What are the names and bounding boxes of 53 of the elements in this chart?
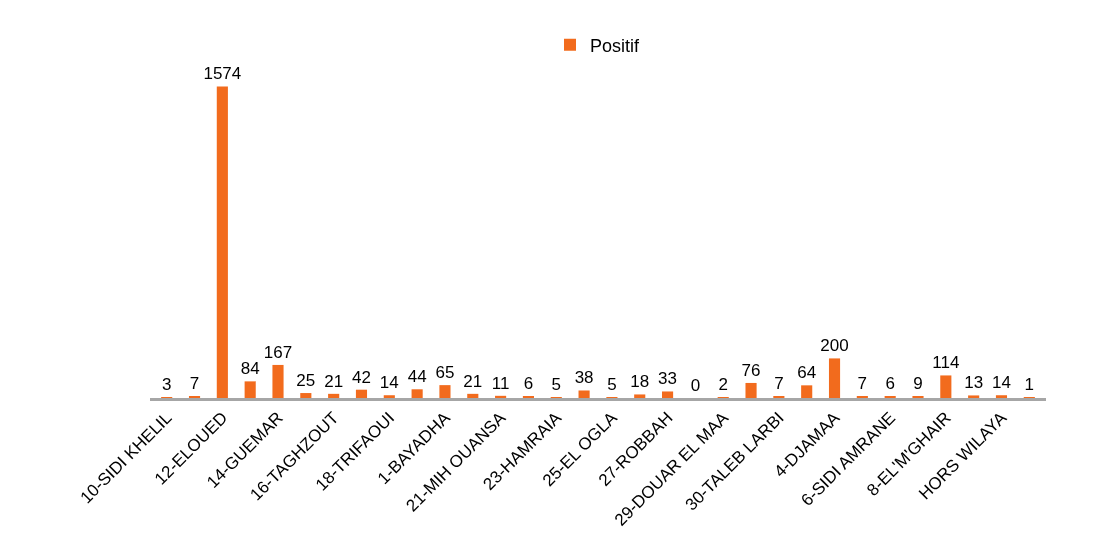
- data-label: 200: [820, 336, 849, 356]
- data-label: 6: [523, 374, 534, 393]
- bar: [745, 382, 757, 398]
- bar: [995, 395, 1008, 398]
- bar: [328, 393, 340, 398]
- bar: [801, 385, 813, 398]
- bar: [383, 395, 395, 398]
- data-label: 2: [718, 375, 728, 394]
- bar: [968, 395, 980, 398]
- data-label: 84: [240, 359, 260, 379]
- bar: [467, 393, 479, 398]
- bar: [300, 393, 312, 398]
- data-label: 114: [932, 353, 960, 373]
- data-label: 64: [797, 363, 817, 383]
- bar: [828, 358, 841, 398]
- legend-label: Positif: [590, 35, 641, 56]
- bar: [662, 391, 674, 398]
- data-label: 1574: [203, 64, 242, 84]
- data-label: 18: [630, 372, 650, 392]
- data-label: 9: [913, 374, 923, 393]
- data-label: 14: [379, 373, 399, 393]
- bar: [495, 395, 507, 398]
- bar: [216, 86, 228, 398]
- bar: [578, 390, 590, 398]
- bar: [355, 389, 368, 398]
- data-label: 76: [741, 360, 761, 380]
- bar: [634, 394, 646, 398]
- data-label: 5: [551, 375, 561, 394]
- data-label: 167: [263, 342, 293, 362]
- data-label: 42: [352, 367, 371, 387]
- data-label: 0: [690, 376, 701, 395]
- data-label: 1: [1024, 375, 1035, 394]
- data-label: 13: [964, 373, 984, 393]
- data-label: 21: [324, 371, 344, 391]
- bar: [940, 375, 952, 398]
- data-label: 21: [463, 371, 483, 391]
- data-label: 5: [607, 375, 617, 394]
- data-label: 7: [857, 374, 868, 393]
- data-label: 65: [435, 363, 455, 383]
- data-label: 7: [774, 374, 784, 393]
- data-label: 25: [296, 371, 316, 391]
- bar: [439, 385, 451, 398]
- data-label: 11: [491, 373, 510, 393]
- bar: [244, 381, 256, 398]
- data-label: 14: [992, 373, 1011, 393]
- data-label: 6: [885, 374, 895, 393]
- data-label: 33: [658, 369, 678, 389]
- bar: [272, 364, 284, 398]
- data-label: 7: [189, 374, 200, 393]
- data-label: 38: [574, 368, 594, 388]
- data-label: 3: [161, 375, 172, 394]
- data-label: 44: [407, 367, 427, 387]
- bar: [411, 389, 423, 398]
